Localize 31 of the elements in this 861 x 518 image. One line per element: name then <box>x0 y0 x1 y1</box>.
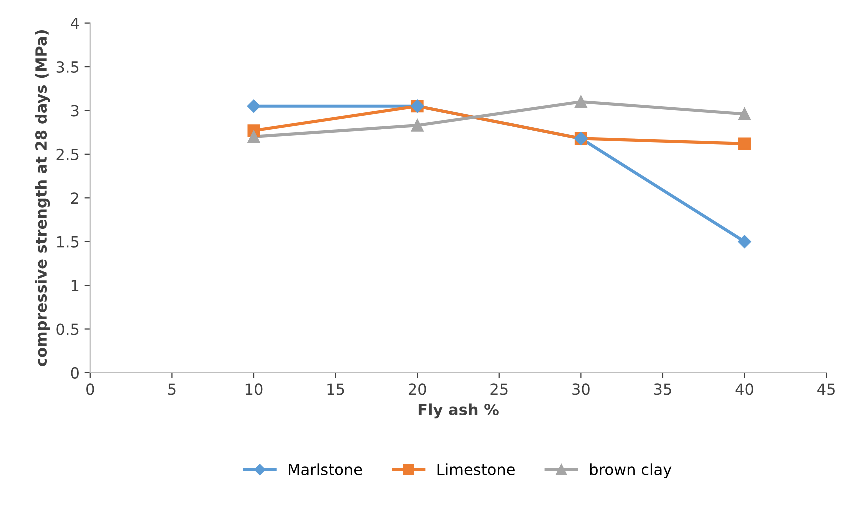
x-tick-label: 45 <box>818 384 835 396</box>
point <box>738 138 752 150</box>
y-tick-label: 0.5 <box>56 324 79 336</box>
point <box>247 100 261 113</box>
y-tick-label: 3.5 <box>56 61 79 74</box>
x-tick-label: 35 <box>654 384 672 396</box>
x-tick-label: 20 <box>408 384 426 396</box>
x-tick-label: 30 <box>572 384 590 396</box>
y-tick-label: 3 <box>71 105 79 117</box>
point <box>574 96 588 108</box>
legend-label: Limestone <box>438 464 515 476</box>
y-tick-label: 4 <box>71 18 80 30</box>
x-tick-label: 15 <box>328 384 344 396</box>
y-tick-label: 1.5 <box>57 236 79 248</box>
y-tick-label: 2.5 <box>56 148 79 160</box>
point <box>248 130 260 144</box>
x-tick-label: 0 <box>86 384 94 396</box>
x-tick-label: 40 <box>736 384 754 396</box>
x-tick-label: 25 <box>490 384 508 396</box>
y-tick-label: 0 <box>71 367 79 379</box>
x-axis-title: Fly ash % <box>418 404 499 419</box>
point <box>738 235 752 248</box>
point <box>738 108 752 120</box>
y-axis-title: compressive strength at 28 days (MPa) <box>35 30 50 366</box>
legend-label: brown clay <box>590 464 672 478</box>
x-tick-label: 10 <box>246 384 263 396</box>
y-tick-label: 2 <box>71 192 78 204</box>
y-tick-label: 1 <box>72 280 79 292</box>
point <box>411 119 424 132</box>
legend-label: Marlstone <box>289 464 362 476</box>
x-tick-label: 5 <box>168 384 176 396</box>
